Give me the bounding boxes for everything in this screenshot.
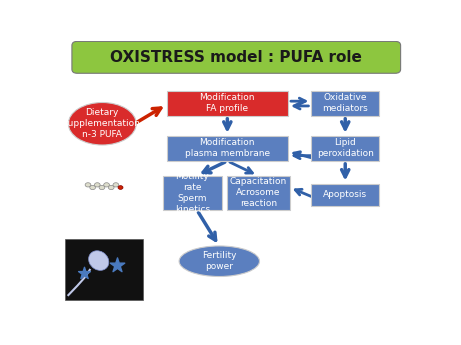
FancyBboxPatch shape [311, 90, 379, 116]
FancyBboxPatch shape [311, 184, 379, 206]
Text: Motility
rate
Sperm
kinetics: Motility rate Sperm kinetics [175, 172, 210, 214]
Text: Modification
plasma membrane: Modification plasma membrane [185, 138, 270, 158]
FancyBboxPatch shape [166, 136, 288, 161]
Circle shape [108, 185, 114, 190]
Circle shape [95, 183, 100, 187]
FancyBboxPatch shape [72, 41, 401, 73]
Text: Capacitation
Acrosome
reaction: Capacitation Acrosome reaction [230, 177, 287, 208]
FancyBboxPatch shape [311, 136, 379, 161]
Ellipse shape [68, 102, 136, 145]
Circle shape [90, 185, 95, 190]
Text: OXISTRESS model : PUFA role: OXISTRESS model : PUFA role [110, 50, 362, 65]
FancyBboxPatch shape [163, 176, 222, 210]
Circle shape [104, 183, 109, 187]
Text: Modification
FA profile: Modification FA profile [200, 93, 255, 113]
Circle shape [85, 183, 91, 187]
FancyBboxPatch shape [227, 176, 290, 210]
Text: Oxidative
mediators: Oxidative mediators [322, 93, 368, 113]
Text: Fertility
power: Fertility power [202, 251, 236, 271]
Ellipse shape [179, 246, 260, 276]
FancyBboxPatch shape [65, 239, 143, 300]
Text: Dietary
supplementation
n-3 PUFA: Dietary supplementation n-3 PUFA [64, 108, 141, 139]
Circle shape [118, 186, 123, 189]
Point [81, 270, 88, 275]
Circle shape [113, 183, 119, 187]
Point [113, 262, 120, 267]
Text: Lipid
peroxidation: Lipid peroxidation [317, 138, 374, 158]
Circle shape [99, 185, 105, 190]
FancyBboxPatch shape [166, 90, 288, 116]
Text: Apoptosis: Apoptosis [323, 190, 367, 199]
Ellipse shape [89, 251, 109, 270]
